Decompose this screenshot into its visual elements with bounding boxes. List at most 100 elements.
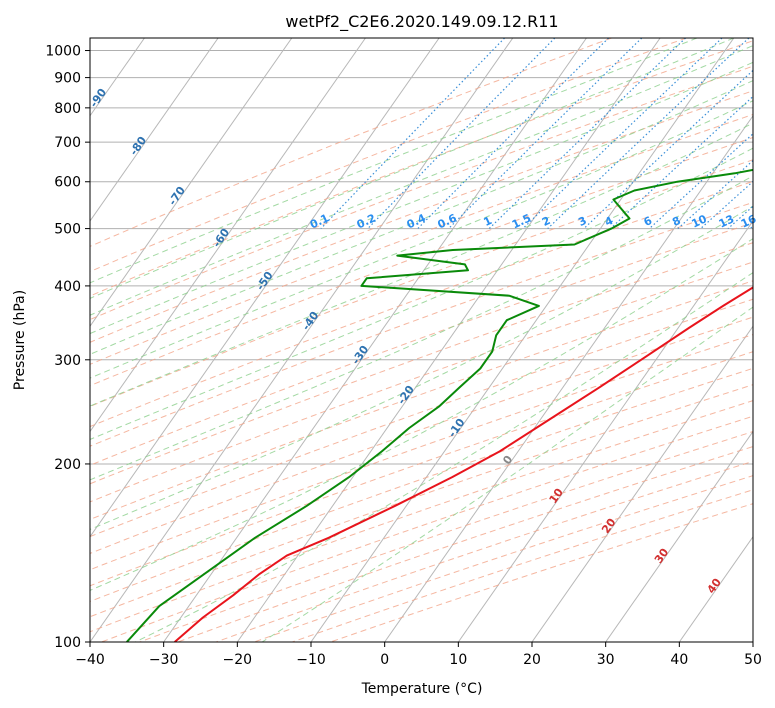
isotherm-line — [163, 38, 587, 642]
isotherm-label: -40 — [299, 309, 321, 333]
temperature-line — [174, 286, 753, 642]
moist-adiabat — [90, 61, 753, 335]
mixing-ratio-line — [749, 225, 753, 230]
y-axis: 100 200 300 400 500 600 700 800 900 1000 — [45, 44, 90, 651]
mixing-ratio-line — [417, 38, 610, 230]
dewpoint-line — [126, 168, 753, 642]
isotherm-label: -70 — [166, 184, 188, 208]
x-tick-label: 0 — [380, 652, 389, 668]
mixing-ratio-line — [547, 38, 750, 230]
x-tick-label: 20 — [523, 652, 541, 668]
moist-adiabat — [90, 147, 753, 440]
mixing-ratio-line — [648, 132, 753, 230]
dry-adiabat — [90, 298, 753, 538]
moist-adiabat — [90, 238, 753, 591]
y-tick-label: 100 — [54, 635, 81, 651]
dry-adiabat — [177, 446, 753, 642]
y-tick-label: 800 — [54, 101, 81, 117]
isotherm-line — [236, 38, 661, 642]
isotherm-line — [752, 641, 753, 642]
moist-adiabat — [90, 175, 753, 481]
mixing-ratio-line — [583, 69, 753, 230]
isotherm-label: -30 — [349, 343, 371, 367]
series-layer — [126, 168, 753, 642]
isotherm-label: -80 — [127, 134, 149, 158]
dry-adiabat — [90, 261, 753, 503]
moist-adiabat — [261, 306, 753, 642]
isotherm-label: -20 — [395, 383, 417, 407]
isotherm-line — [531, 325, 753, 642]
mixing-ratio-label: 3 — [576, 214, 588, 229]
chart-title: wetPf2_C2E6.2020.149.09.12.R11 — [285, 12, 558, 32]
isotherm-line — [90, 38, 219, 222]
x-tick-label: 30 — [597, 652, 615, 668]
moist-adiabat — [90, 205, 753, 530]
mixing-ratio-line — [320, 38, 506, 230]
y-tick-label: 1000 — [45, 44, 81, 60]
isotherm-line — [90, 38, 514, 642]
dry-adiabat — [90, 180, 753, 428]
y-tick-label: 900 — [54, 71, 81, 87]
isotherm-label: -90 — [87, 86, 109, 110]
isotherm-line — [605, 430, 753, 642]
x-tick-label: −40 — [75, 652, 105, 668]
isotherm-label: 10 — [547, 486, 567, 506]
mixing-ratio-label: 6 — [642, 214, 655, 229]
isotherm-line — [90, 38, 440, 538]
isotherm-label: -50 — [254, 269, 276, 293]
dry-adiabat — [90, 351, 753, 587]
dry-adiabat — [90, 159, 753, 408]
dry-adiabat — [292, 489, 753, 642]
y-tick-label: 300 — [54, 353, 81, 369]
dry-adiabat — [90, 367, 753, 602]
x-tick-label: −30 — [149, 652, 179, 668]
dry-adiabat — [90, 201, 753, 447]
moist-adiabat — [90, 38, 698, 284]
plot-frame — [89, 37, 754, 643]
isotherm-label: -10 — [446, 416, 468, 440]
isotherm-line — [384, 114, 753, 642]
dry-adiabat — [101, 415, 753, 642]
x-tick-label: −20 — [223, 652, 253, 668]
mixing-ratio-label: 10 — [689, 212, 709, 230]
mixing-ratio-line — [677, 159, 753, 230]
y-axis-title: Pressure (hPa) — [12, 290, 28, 390]
mixing-ratio-line — [367, 38, 556, 230]
isotherm-label: 40 — [705, 576, 725, 596]
background-lines — [0, 38, 753, 642]
y-tick-label: 700 — [54, 135, 81, 151]
isotherm-line — [0, 38, 71, 642]
y-tick-label: 400 — [54, 279, 81, 295]
dry-adiabat — [90, 136, 753, 387]
isotherm-line — [678, 535, 753, 642]
dry-adiabat — [90, 316, 753, 554]
x-tick-label: 40 — [670, 652, 688, 668]
isotherm-line — [457, 220, 753, 642]
isotherm-line — [90, 38, 293, 328]
isotherm-label: 30 — [652, 546, 672, 566]
isotherm-label: 0 — [500, 453, 515, 467]
y-tick-label: 200 — [54, 457, 81, 473]
y-tick-label: 500 — [54, 222, 81, 238]
x-tick-label: −10 — [296, 652, 326, 668]
moist-adiabat — [135, 271, 753, 642]
mixing-ratio-line — [727, 205, 753, 230]
dry-adiabat — [90, 38, 612, 247]
x-tick-label: 50 — [744, 652, 762, 668]
mixing-ratio-line — [700, 180, 753, 230]
dry-adiabat — [330, 503, 753, 642]
x-axis: −40 −30 −20 −10 0 10 20 30 40 50 — [75, 642, 762, 668]
dry-adiabat — [90, 114, 753, 365]
mixing-ratio-line — [488, 38, 687, 230]
moist-adiabat — [90, 38, 734, 299]
mixing-ratio-label: 13 — [717, 212, 736, 230]
x-axis-title: Temperature (°C) — [361, 681, 483, 697]
mixing-ratio-label: 2 — [540, 214, 552, 229]
mixing-ratio-label: 1 — [482, 214, 494, 229]
moist-adiabat — [90, 45, 753, 316]
dry-adiabat — [90, 38, 687, 273]
y-tick-label: 600 — [54, 175, 81, 191]
isotherm-line — [90, 38, 366, 433]
dry-adiabat — [90, 40, 753, 297]
